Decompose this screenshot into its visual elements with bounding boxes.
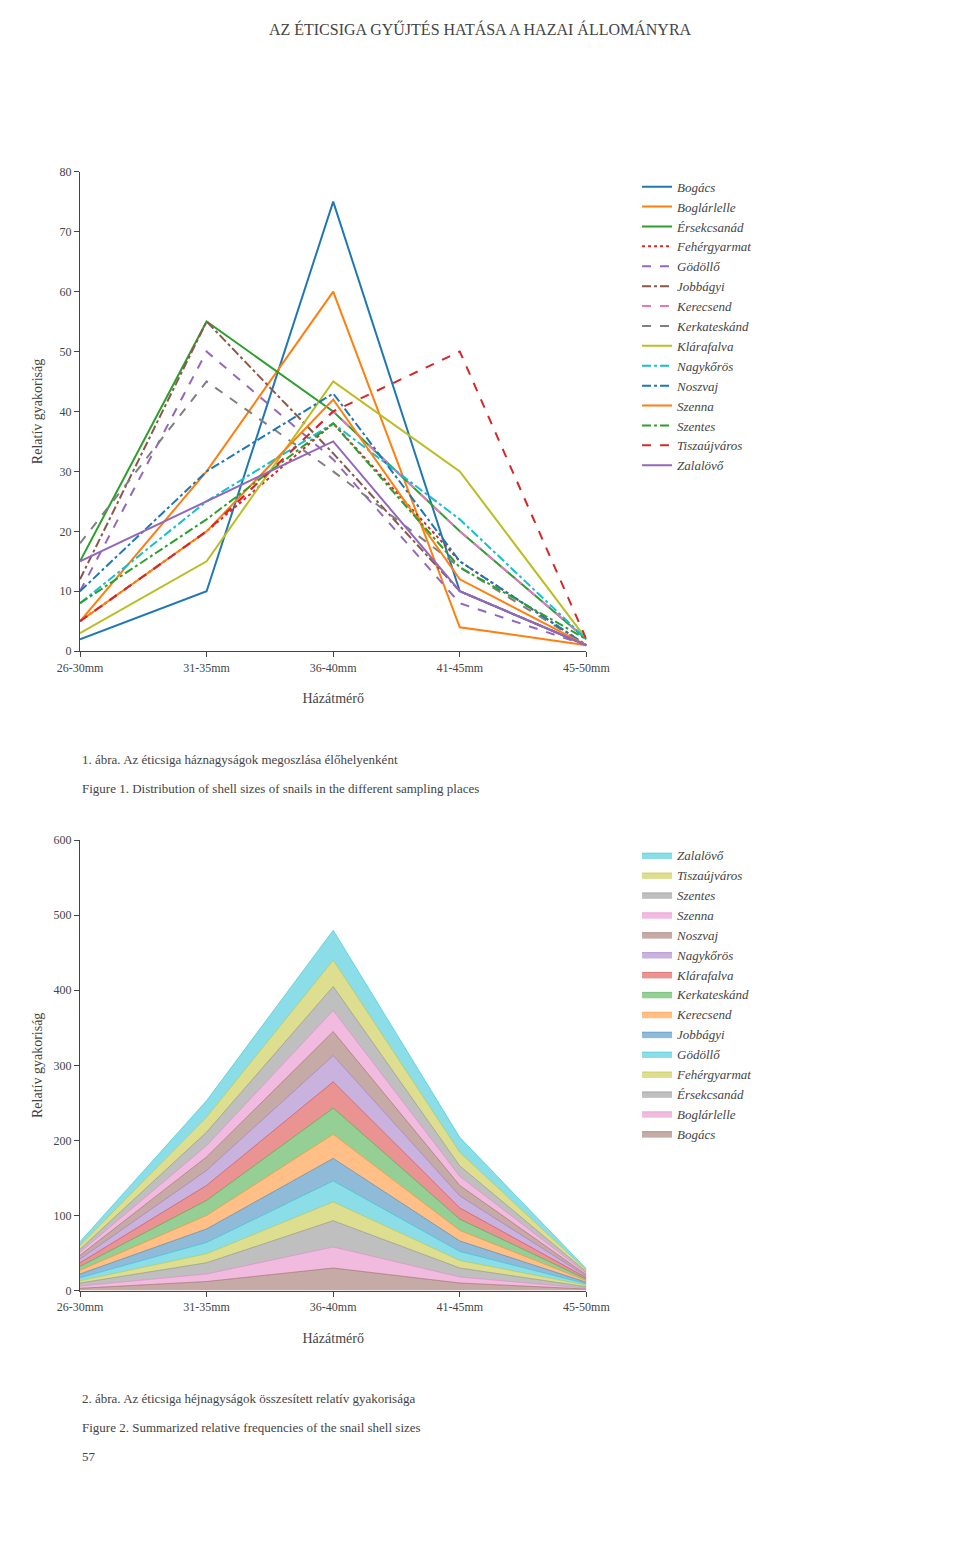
- svg-text:Fehérgyarmat: Fehérgyarmat: [676, 1067, 751, 1082]
- svg-text:Szenna: Szenna: [677, 908, 714, 923]
- svg-text:Boglárlelle: Boglárlelle: [677, 200, 736, 215]
- svg-text:100: 100: [54, 1209, 72, 1223]
- svg-text:Kerkateskánd: Kerkateskánd: [676, 987, 749, 1002]
- svg-text:Gödöllő: Gödöllő: [677, 1047, 720, 1062]
- svg-text:Zalalövő: Zalalövő: [677, 848, 724, 863]
- svg-text:80: 80: [60, 165, 72, 179]
- svg-text:Klárafalva: Klárafalva: [676, 968, 734, 983]
- svg-text:500: 500: [54, 908, 72, 922]
- svg-text:Jobbágyi: Jobbágyi: [677, 279, 725, 294]
- svg-text:20: 20: [60, 525, 72, 539]
- svg-text:26-30mm: 26-30mm: [57, 661, 104, 675]
- svg-text:0: 0: [66, 644, 72, 658]
- svg-text:Kerecsend: Kerecsend: [676, 299, 732, 314]
- svg-text:36-40mm: 36-40mm: [310, 1300, 357, 1314]
- svg-text:Házátmérő: Házátmérő: [302, 691, 363, 706]
- svg-text:36-40mm: 36-40mm: [310, 661, 357, 675]
- svg-text:Gödöllő: Gödöllő: [677, 259, 720, 274]
- svg-text:60: 60: [60, 285, 72, 299]
- svg-text:Nagykőrös: Nagykőrös: [676, 948, 733, 963]
- svg-text:200: 200: [54, 1134, 72, 1148]
- svg-text:Szenna: Szenna: [677, 399, 714, 414]
- svg-text:Bogács: Bogács: [677, 1127, 715, 1142]
- svg-text:31-35mm: 31-35mm: [183, 661, 230, 675]
- svg-text:Kerkateskánd: Kerkateskánd: [676, 319, 749, 334]
- svg-text:31-35mm: 31-35mm: [183, 1300, 230, 1314]
- svg-text:Tiszaújváros: Tiszaújváros: [677, 868, 742, 883]
- svg-text:Szentes: Szentes: [677, 419, 715, 434]
- svg-text:Figure 2. Summarized relative: Figure 2. Summarized relative frequencie…: [82, 1420, 421, 1435]
- svg-text:Házátmérő: Házátmérő: [302, 1331, 363, 1346]
- svg-text:Érsekcsanád: Érsekcsanád: [676, 1087, 744, 1102]
- svg-text:Klárafalva: Klárafalva: [676, 339, 734, 354]
- svg-text:10: 10: [60, 584, 72, 598]
- svg-text:45-50mm: 45-50mm: [563, 1300, 610, 1314]
- svg-text:Noszvaj: Noszvaj: [676, 379, 719, 394]
- svg-text:50: 50: [60, 345, 72, 359]
- svg-text:2. ábra. Az éticsiga héjnagysá: 2. ábra. Az éticsiga héjnagyságok összes…: [82, 1391, 415, 1406]
- svg-text:70: 70: [60, 225, 72, 239]
- svg-text:1. ábra. Az éticsiga háznagysá: 1. ábra. Az éticsiga háznagyságok megosz…: [82, 752, 398, 767]
- svg-text:Figure 1. Distribution of shel: Figure 1. Distribution of shell sizes of…: [82, 781, 479, 796]
- svg-text:Kerecsend: Kerecsend: [676, 1007, 732, 1022]
- svg-text:Zalalövő: Zalalövő: [677, 458, 724, 473]
- svg-text:AZ ÉTICSIGA GYŰJTÉS HATÁSA A H: AZ ÉTICSIGA GYŰJTÉS HATÁSA A HAZAI ÁLLOM…: [269, 20, 692, 38]
- svg-text:400: 400: [54, 983, 72, 997]
- svg-text:Tiszaújváros: Tiszaújváros: [677, 438, 742, 453]
- svg-text:57: 57: [82, 1449, 96, 1464]
- svg-text:26-30mm: 26-30mm: [57, 1300, 104, 1314]
- svg-text:Noszvaj: Noszvaj: [676, 928, 719, 943]
- svg-text:Relatív gyakoriság: Relatív gyakoriság: [30, 1013, 45, 1118]
- svg-text:41-45mm: 41-45mm: [436, 1300, 483, 1314]
- svg-text:Jobbágyi: Jobbágyi: [677, 1027, 725, 1042]
- svg-text:Nagykőrös: Nagykőrös: [676, 359, 733, 374]
- svg-text:41-45mm: 41-45mm: [436, 661, 483, 675]
- svg-text:300: 300: [54, 1059, 72, 1073]
- svg-text:45-50mm: 45-50mm: [563, 661, 610, 675]
- svg-text:Szentes: Szentes: [677, 888, 715, 903]
- svg-text:Bogács: Bogács: [677, 180, 715, 195]
- svg-text:Relatív gyakoriság: Relatív gyakoriság: [30, 359, 45, 464]
- svg-text:40: 40: [60, 405, 72, 419]
- svg-text:Érsekcsanád: Érsekcsanád: [676, 220, 744, 235]
- svg-text:Fehérgyarmat: Fehérgyarmat: [676, 239, 751, 254]
- svg-text:Boglárlelle: Boglárlelle: [677, 1107, 736, 1122]
- svg-text:600: 600: [54, 833, 72, 847]
- svg-text:0: 0: [66, 1284, 72, 1298]
- svg-text:30: 30: [60, 465, 72, 479]
